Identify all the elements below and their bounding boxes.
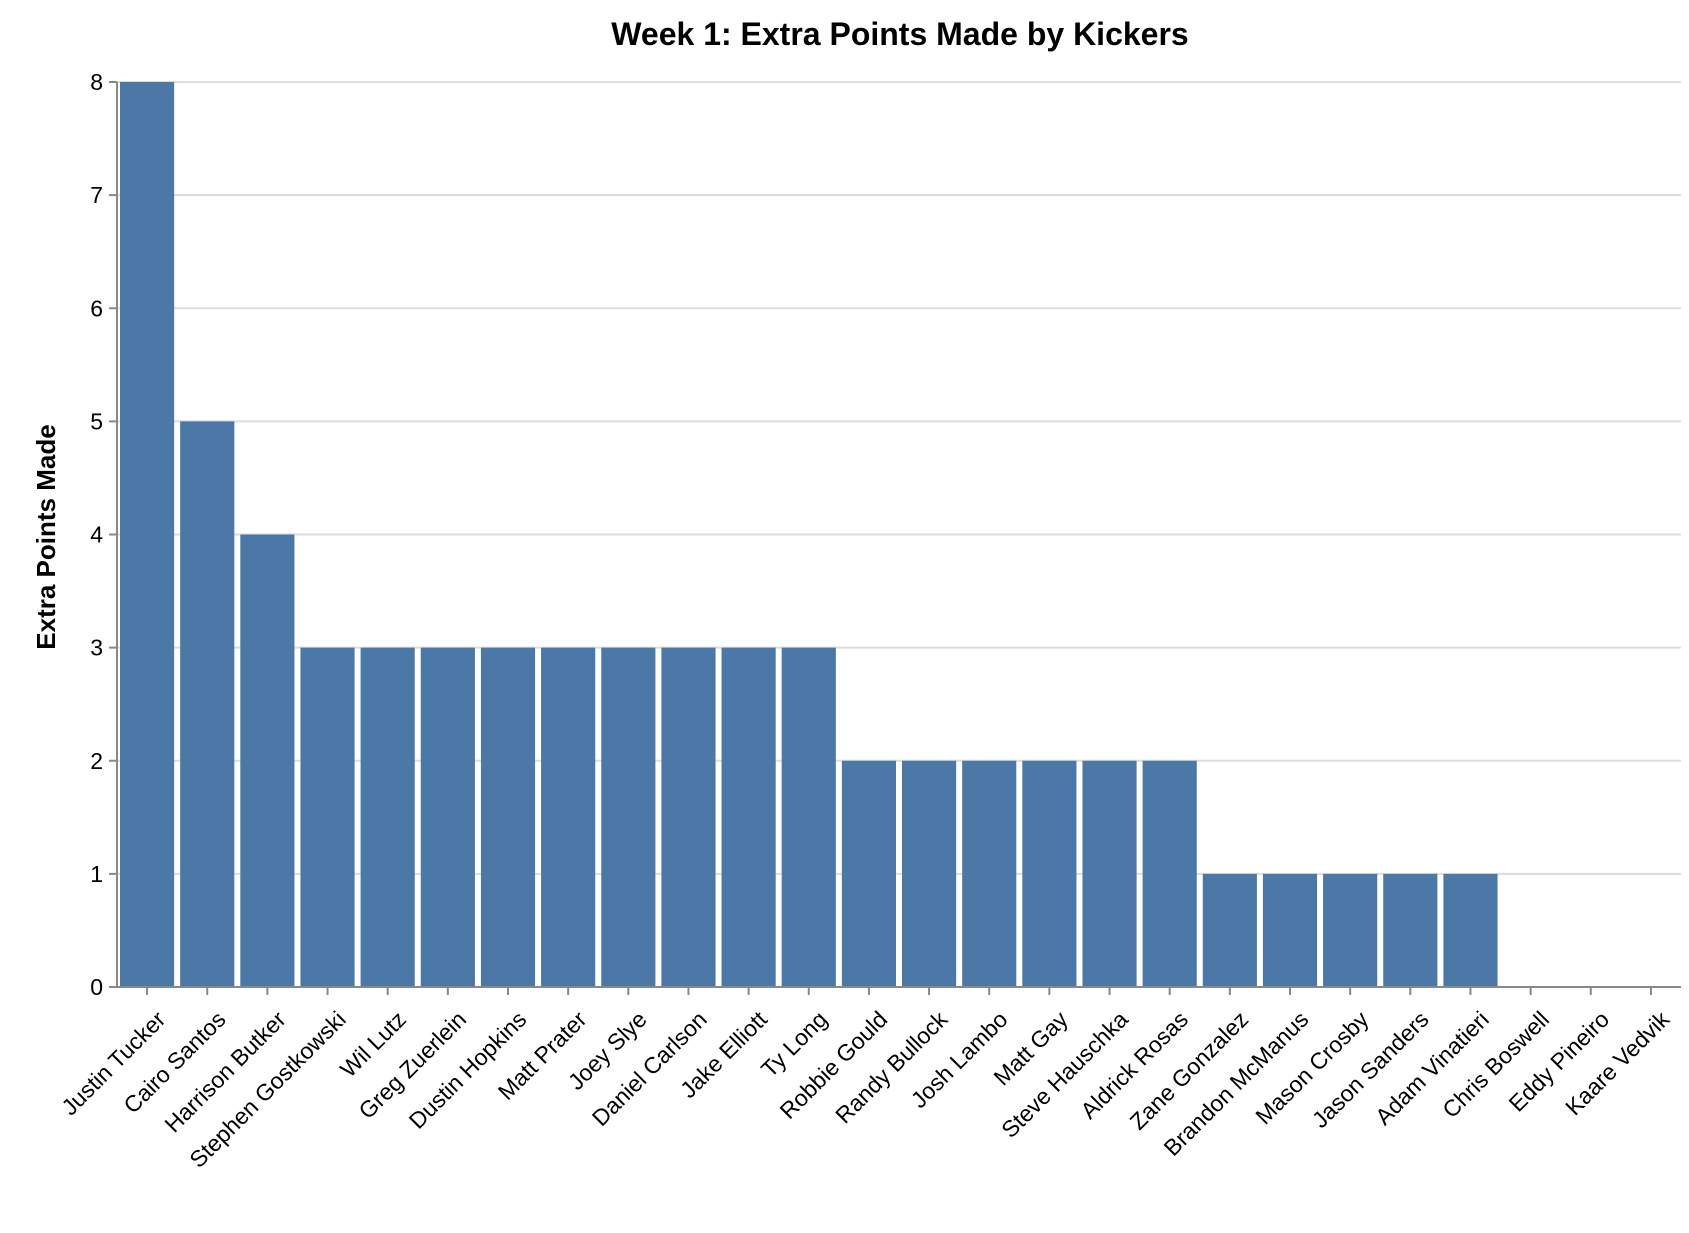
y-tick-label: 1 <box>90 861 103 887</box>
bar-stephen-gostkowski[interactable] <box>300 647 355 987</box>
bar-adam-vinatieri[interactable] <box>1443 873 1498 987</box>
bar-justin-tucker[interactable] <box>120 82 175 987</box>
bar-daniel-carlson[interactable] <box>661 647 716 987</box>
y-tick-label: 6 <box>90 295 103 321</box>
x-tick-label: Justin Tucker <box>56 1006 170 1120</box>
bars <box>120 82 1498 987</box>
y-axis-title: Extra Points Made <box>31 424 61 649</box>
bar-jake-elliott[interactable] <box>721 647 776 987</box>
bar-steve-hauschka[interactable] <box>1082 760 1137 987</box>
bar-dustin-hopkins[interactable] <box>480 647 536 987</box>
bar-greg-zuerlein[interactable] <box>420 647 475 987</box>
y-tick-label: 4 <box>90 522 103 548</box>
bar-jason-sanders[interactable] <box>1383 873 1438 987</box>
bar-josh-lambo[interactable] <box>962 760 1017 987</box>
bar-brandon-mcmanus[interactable] <box>1262 873 1318 987</box>
y-tick-label: 2 <box>90 748 103 774</box>
bar-cairo-santos[interactable] <box>180 421 235 987</box>
bar-matt-prater[interactable] <box>541 647 596 987</box>
bar-wil-lutz[interactable] <box>360 647 415 987</box>
x-tick-label: Kaare Vedvik <box>1560 1006 1675 1121</box>
y-tick-label: 8 <box>90 69 103 95</box>
bar-harrison-butker[interactable] <box>240 534 295 988</box>
bar-randy-bullock[interactable] <box>902 760 957 987</box>
bar-aldrick-rosas[interactable] <box>1142 760 1197 987</box>
bar-robbie-gould[interactable] <box>841 760 896 987</box>
y-tick-label: 7 <box>90 182 103 208</box>
y-tick-label: 0 <box>90 974 103 1000</box>
bar-ty-long[interactable] <box>781 647 836 987</box>
y-tick-label: 5 <box>90 408 103 434</box>
bar-zane-gonzalez[interactable] <box>1202 873 1257 987</box>
bar-matt-gay[interactable] <box>1022 760 1077 987</box>
y-tick-label: 3 <box>90 635 103 661</box>
bar-joey-slye[interactable] <box>601 647 656 987</box>
chart-title: Week 1: Extra Points Made by Kickers <box>611 16 1188 52</box>
y-axis-ticks: 0 1 2 3 4 5 6 7 8 <box>90 69 117 1000</box>
bar-mason-crosby[interactable] <box>1323 873 1378 987</box>
